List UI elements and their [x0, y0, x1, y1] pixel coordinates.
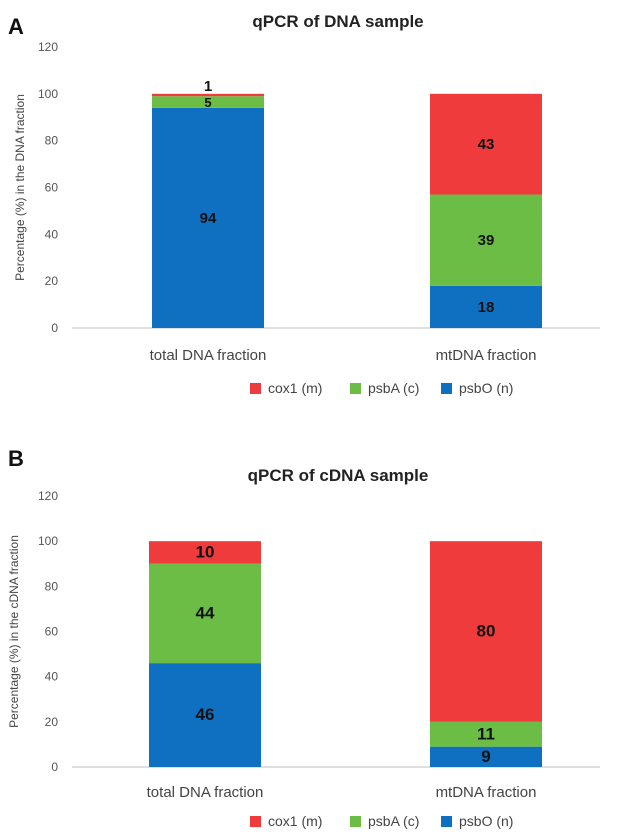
y-tick-label: 80: [45, 134, 59, 148]
y-tick-label: 20: [45, 715, 59, 729]
legend-swatch: [350, 383, 361, 394]
legend: cox1 (m) psbA (c) psbO (n): [250, 813, 513, 829]
bar-segment: [430, 285, 542, 328]
y-tick-label: 40: [45, 670, 59, 684]
panel-letter: B: [8, 446, 24, 471]
y-axis-label: Percentage (%) in the DNA fraction: [13, 94, 27, 281]
y-tick-label: 60: [45, 625, 59, 639]
y-tick-label: 100: [38, 87, 58, 101]
bar-value-label: 10: [196, 542, 215, 561]
bar-segment: [430, 721, 542, 747]
bar-value-label: 9: [481, 747, 490, 766]
bar-segment: [149, 541, 261, 564]
bar-value-label: 1: [204, 78, 212, 95]
legend-swatch: [441, 816, 452, 827]
bar-value-label: 5: [204, 95, 211, 110]
y-tick-label: 40: [45, 227, 59, 241]
legend-label: psbA (c): [368, 813, 419, 829]
bar-value-label: 46: [196, 705, 215, 724]
legend-label: psbO (n): [459, 380, 513, 396]
chart-title: qPCR of DNA sample: [252, 12, 423, 31]
bar-segment: [149, 563, 261, 664]
y-tick-label: 0: [51, 760, 58, 774]
bar-value-label: 94: [200, 210, 217, 227]
legend-label: cox1 (m): [268, 813, 322, 829]
legend-label: cox1 (m): [268, 380, 322, 396]
bar-value-label: 11: [477, 724, 495, 743]
legend-swatch: [350, 816, 361, 827]
y-tick-label: 120: [38, 40, 58, 54]
x-category-label: total DNA fraction: [150, 347, 267, 364]
bar-segment: [152, 107, 264, 328]
bar-segment: [430, 194, 542, 286]
panel-letter: A: [8, 14, 24, 39]
legend-label: psbA (c): [368, 380, 419, 396]
x-category-label: mtDNA fraction: [436, 347, 537, 364]
y-tick-label: 80: [45, 579, 59, 593]
y-tick-label: 100: [38, 534, 58, 548]
legend-swatch: [250, 816, 261, 827]
y-tick-label: 0: [51, 321, 58, 335]
legend-swatch: [441, 383, 452, 394]
legend-swatch: [250, 383, 261, 394]
y-tick-label: 20: [45, 274, 59, 288]
bar-segment: [152, 93, 264, 97]
bar-segment: [430, 541, 542, 722]
y-tick-label: 120: [38, 489, 58, 503]
x-category-label: mtDNA fraction: [436, 784, 537, 801]
y-axis-label: Percentage (%) in the cDNA fraction: [7, 535, 21, 728]
bar-value-label: 39: [478, 232, 495, 249]
bar-value-label: 18: [478, 299, 495, 316]
chart-title: qPCR of cDNA sample: [248, 466, 429, 485]
bar-value-label: 80: [477, 622, 496, 641]
bar-value-label: 43: [478, 136, 495, 153]
bar-value-label: 44: [196, 603, 215, 622]
legend-label: psbO (n): [459, 813, 513, 829]
x-category-label: total DNA fraction: [147, 784, 264, 801]
legend: cox1 (m) psbA (c) psbO (n): [250, 380, 513, 396]
y-tick-label: 60: [45, 181, 59, 195]
bar-segment: [430, 93, 542, 195]
bar-segment: [152, 96, 264, 108]
bar-segment: [149, 663, 261, 767]
bar-segment: [430, 746, 542, 767]
